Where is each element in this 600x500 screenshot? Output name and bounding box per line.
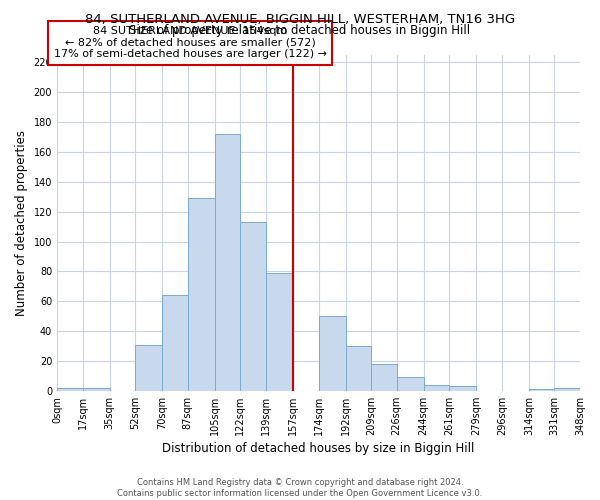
Bar xyxy=(135,344,162,391)
Text: Size of property relative to detached houses in Biggin Hill: Size of property relative to detached ho… xyxy=(130,24,470,37)
Bar xyxy=(188,198,215,391)
Text: 84, SUTHERLAND AVENUE, BIGGIN HILL, WESTERHAM, TN16 3HG: 84, SUTHERLAND AVENUE, BIGGIN HILL, WEST… xyxy=(85,12,515,26)
Bar xyxy=(554,388,580,391)
Bar xyxy=(83,388,110,391)
Text: Contains HM Land Registry data © Crown copyright and database right 2024.
Contai: Contains HM Land Registry data © Crown c… xyxy=(118,478,482,498)
Text: 84 SUTHERLAND AVENUE: 154sqm
← 82% of detached houses are smaller (572)
17% of s: 84 SUTHERLAND AVENUE: 154sqm ← 82% of de… xyxy=(53,26,326,60)
Bar xyxy=(424,385,449,391)
Bar xyxy=(319,316,346,391)
Bar xyxy=(449,386,476,391)
Y-axis label: Number of detached properties: Number of detached properties xyxy=(15,130,28,316)
Bar xyxy=(57,388,83,391)
Bar xyxy=(397,378,424,391)
Bar xyxy=(215,134,241,391)
Bar xyxy=(162,296,188,391)
Bar xyxy=(529,390,554,391)
X-axis label: Distribution of detached houses by size in Biggin Hill: Distribution of detached houses by size … xyxy=(163,442,475,455)
Bar xyxy=(241,222,266,391)
Bar xyxy=(266,273,293,391)
Bar xyxy=(346,346,371,391)
Bar xyxy=(371,364,397,391)
